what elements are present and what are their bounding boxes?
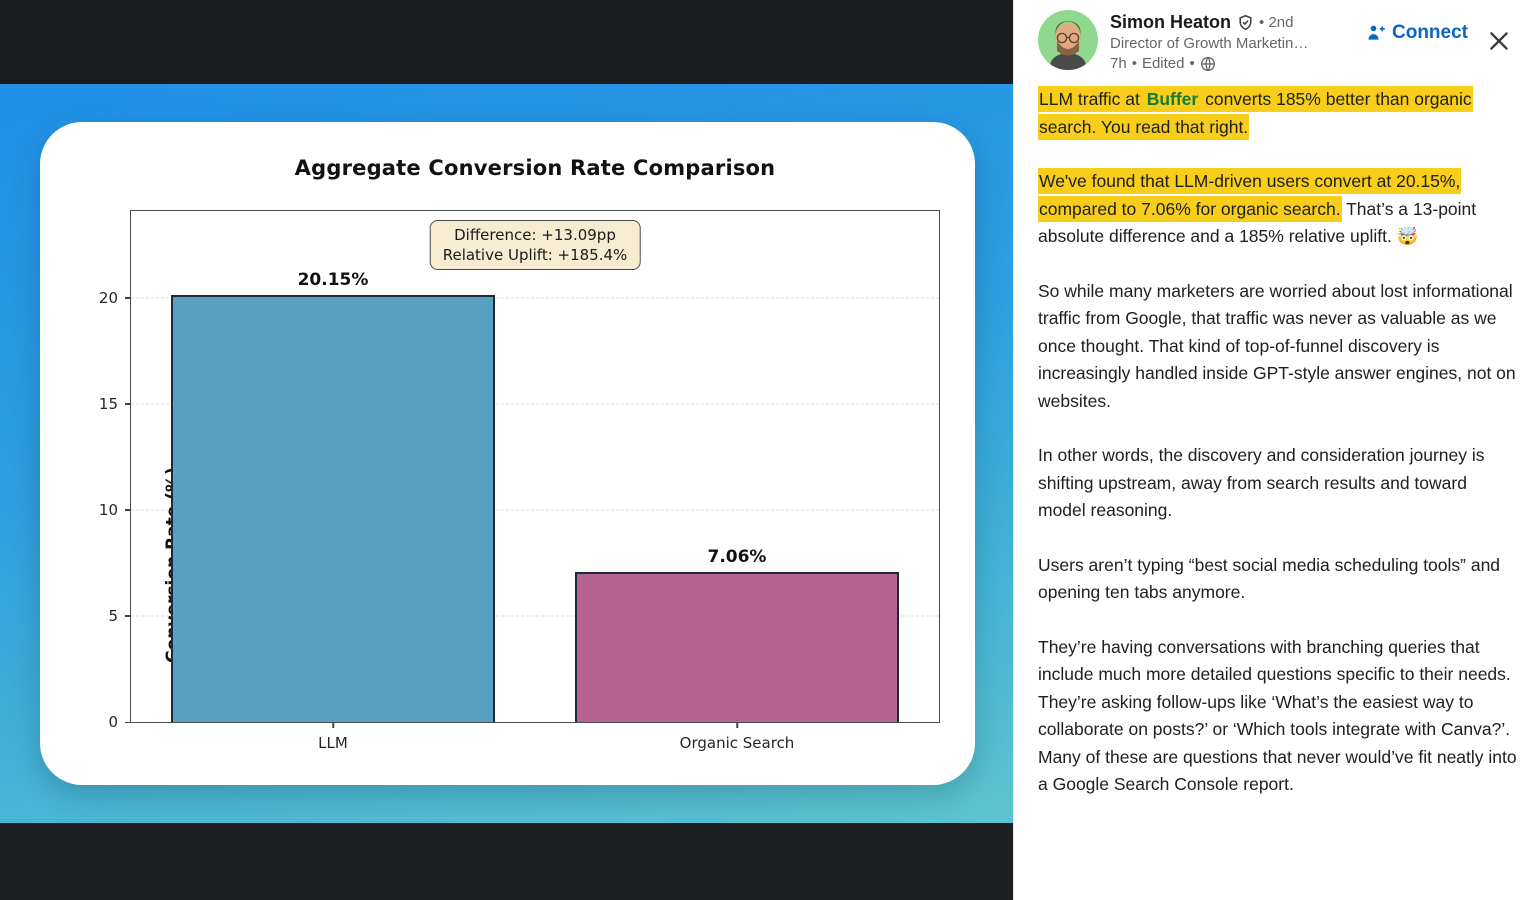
author-avatar[interactable]: [1038, 10, 1098, 70]
bar-llm: 20.15%: [171, 270, 495, 722]
close-icon: [1490, 32, 1508, 50]
y-tick-mark: [125, 721, 131, 723]
connection-degree: • 2nd: [1259, 14, 1294, 31]
x-tick-mark: [332, 722, 334, 728]
post-text: They’re having conversations with branch…: [1038, 636, 1517, 795]
y-tick-label: 15: [98, 394, 118, 413]
bar-value-label: 20.15%: [297, 269, 369, 290]
connect-label: Connect: [1392, 22, 1468, 43]
post-paragraph: Users aren’t typing “best social media s…: [1038, 552, 1517, 607]
chart-title: Aggregate Conversion Rate Comparison: [294, 156, 776, 180]
bar-value-label: 7.06%: [707, 547, 767, 568]
image-letterbox-bottom: [0, 823, 1013, 900]
post-paragraph: They’re having conversations with branch…: [1038, 634, 1517, 799]
bar-wrap: 20.15%: [171, 211, 495, 722]
author-block: Simon Heaton • 2nd Director of Growth Ma…: [1110, 10, 1366, 72]
x-tick-mark: [736, 722, 738, 728]
highlighted-text: Buffer: [1145, 86, 1200, 112]
post-text: That’s a 13-point absolute difference an…: [1038, 198, 1477, 247]
y-tick-label: 10: [98, 500, 118, 519]
post-paragraph: We've found that LLM-driven users conver…: [1038, 168, 1517, 251]
annotation-difference: Difference: +13.09pp: [454, 226, 616, 244]
y-tick-mark: [125, 403, 131, 405]
x-tick-label: Organic Search: [679, 734, 795, 752]
post-time: 7h: [1110, 55, 1127, 72]
y-tick-label: 0: [108, 713, 118, 731]
avatar-illustration: [1038, 10, 1098, 70]
post-body: LLM traffic at Buffer converts 185% bett…: [1038, 86, 1517, 799]
post-meta: 7h • Edited •: [1110, 55, 1366, 72]
annotation-uplift: Relative Uplift: +185.4%: [442, 246, 628, 264]
connect-button[interactable]: Connect: [1366, 22, 1468, 44]
close-button[interactable]: [1482, 24, 1516, 58]
post-text: So while many marketers are worried abou…: [1038, 280, 1516, 411]
meta-separator: •: [1131, 55, 1137, 72]
author-headline: Director of Growth Marketin…: [1110, 35, 1309, 52]
bar-organic-search: 7.06%: [575, 547, 899, 722]
post-text: Users aren’t typing “best social media s…: [1038, 554, 1501, 603]
y-tick-label: 20: [98, 288, 118, 307]
gridline: [131, 403, 939, 405]
y-tick-mark: [125, 509, 131, 511]
post-image[interactable]: Aggregate Conversion Rate Comparison Dif…: [0, 0, 1013, 900]
chart-plot-area: Difference: +13.09pp Relative Uplift: +1…: [99, 210, 940, 752]
post-paragraph: So while many marketers are worried abou…: [1038, 278, 1517, 416]
post-paragraph: LLM traffic at Buffer converts 185% bett…: [1038, 86, 1517, 141]
post-paragraph: In other words, the discovery and consid…: [1038, 442, 1517, 525]
post-text: In other words, the discovery and consid…: [1038, 445, 1485, 520]
y-tick-label: 5: [108, 606, 118, 625]
verified-badge-icon: [1237, 14, 1254, 31]
chart-card: Aggregate Conversion Rate Comparison Dif…: [40, 122, 975, 785]
gridline: [131, 509, 939, 511]
person-plus-icon: [1366, 23, 1386, 43]
y-tick-mark: [125, 297, 131, 299]
gridline: [131, 297, 939, 299]
post-pane: Simon Heaton • 2nd Director of Growth Ma…: [1013, 0, 1536, 900]
chart-annotation-box: Difference: +13.09pp Relative Uplift: +1…: [429, 220, 641, 270]
post-edited-label: Edited: [1141, 55, 1185, 72]
y-tick-mark: [125, 615, 131, 617]
author-name[interactable]: Simon Heaton: [1110, 12, 1232, 32]
highlighted-text: LLM traffic at: [1038, 86, 1146, 112]
post-header: Simon Heaton • 2nd Director of Growth Ma…: [1038, 10, 1516, 72]
bar-wrap: 7.06%: [575, 211, 899, 722]
x-tick-label: LLM: [318, 734, 348, 752]
image-gradient-background: Aggregate Conversion Rate Comparison Dif…: [0, 84, 1013, 823]
globe-icon: [1200, 56, 1216, 72]
meta-separator: •: [1189, 55, 1195, 72]
gridline: [131, 615, 939, 617]
image-letterbox-top: [0, 0, 1013, 84]
author-name-row: Simon Heaton • 2nd: [1110, 12, 1366, 33]
